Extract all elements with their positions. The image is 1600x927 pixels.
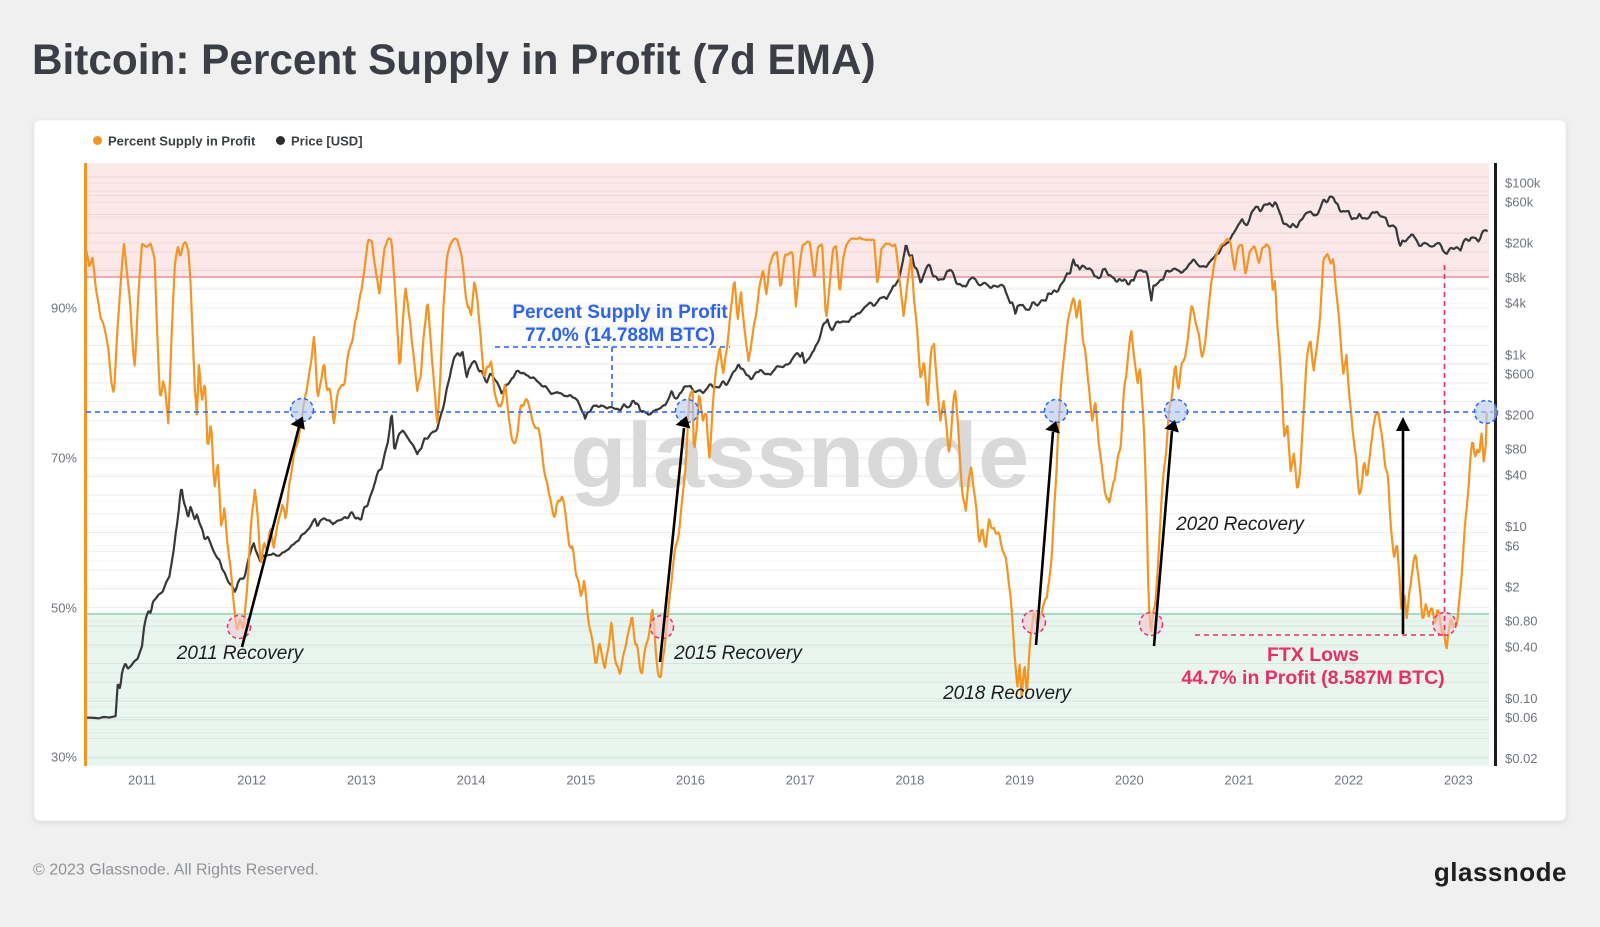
svg-text:2014: 2014 [457,773,486,788]
svg-text:2011: 2011 [128,773,156,788]
svg-text:44.7% in Profit (8.587M BTC): 44.7% in Profit (8.587M BTC) [1181,667,1444,689]
svg-text:2020 Recovery: 2020 Recovery [1175,514,1305,535]
svg-text:$8k: $8k [1505,270,1526,285]
svg-text:2016: 2016 [676,773,705,788]
svg-text:$4k: $4k [1505,296,1526,311]
svg-text:2020: 2020 [1115,773,1144,788]
svg-text:$10: $10 [1505,519,1527,534]
svg-text:70%: 70% [51,451,77,466]
svg-text:2022: 2022 [1334,773,1363,788]
svg-text:2015: 2015 [566,773,595,788]
svg-text:2021: 2021 [1225,773,1254,788]
svg-text:Bitcoin: Percent Supply in Pro: Bitcoin: Percent Supply in Profit (7d EM… [32,36,876,83]
svg-text:$0.06: $0.06 [1505,710,1538,725]
svg-text:77.0% (14.788M BTC): 77.0% (14.788M BTC) [525,325,715,346]
svg-text:FTX Lows: FTX Lows [1267,644,1359,666]
svg-text:$0.10: $0.10 [1505,691,1538,706]
svg-text:$20k: $20k [1505,236,1534,251]
svg-text:2018 Recovery: 2018 Recovery [942,683,1072,704]
svg-text:2023: 2023 [1444,773,1473,788]
svg-text:30%: 30% [51,750,77,765]
svg-text:$6: $6 [1505,538,1519,553]
svg-text:$1k: $1k [1505,347,1526,362]
svg-text:Percent Supply in Profit: Percent Supply in Profit [512,302,728,323]
svg-text:© 2023 Glassnode. All Rights R: © 2023 Glassnode. All Rights Reserved. [33,862,319,879]
svg-text:$200: $200 [1505,407,1534,422]
svg-text:90%: 90% [51,301,77,316]
svg-text:$0.80: $0.80 [1505,614,1538,629]
svg-text:2019: 2019 [1005,773,1034,788]
svg-text:2011 Recovery: 2011 Recovery [176,643,305,664]
svg-text:$2: $2 [1505,579,1519,594]
svg-text:glassnode: glassnode [1434,857,1567,887]
svg-text:Percent Supply in Profit: Percent Supply in Profit [108,134,256,149]
svg-text:2015 Recovery: 2015 Recovery [673,643,803,664]
svg-text:$0.02: $0.02 [1505,751,1538,766]
svg-text:$600: $600 [1505,366,1534,381]
svg-text:2017: 2017 [786,773,815,788]
svg-text:$0.40: $0.40 [1505,639,1538,654]
svg-text:50%: 50% [51,601,77,616]
svg-text:Price [USD]: Price [USD] [291,134,363,149]
svg-text:$40: $40 [1505,468,1527,483]
svg-text:2013: 2013 [347,773,376,788]
svg-text:$60k: $60k [1505,195,1534,210]
svg-text:2012: 2012 [237,773,266,788]
svg-text:$100k: $100k [1505,176,1541,191]
svg-text:2018: 2018 [895,773,924,788]
svg-text:$80: $80 [1505,442,1527,457]
